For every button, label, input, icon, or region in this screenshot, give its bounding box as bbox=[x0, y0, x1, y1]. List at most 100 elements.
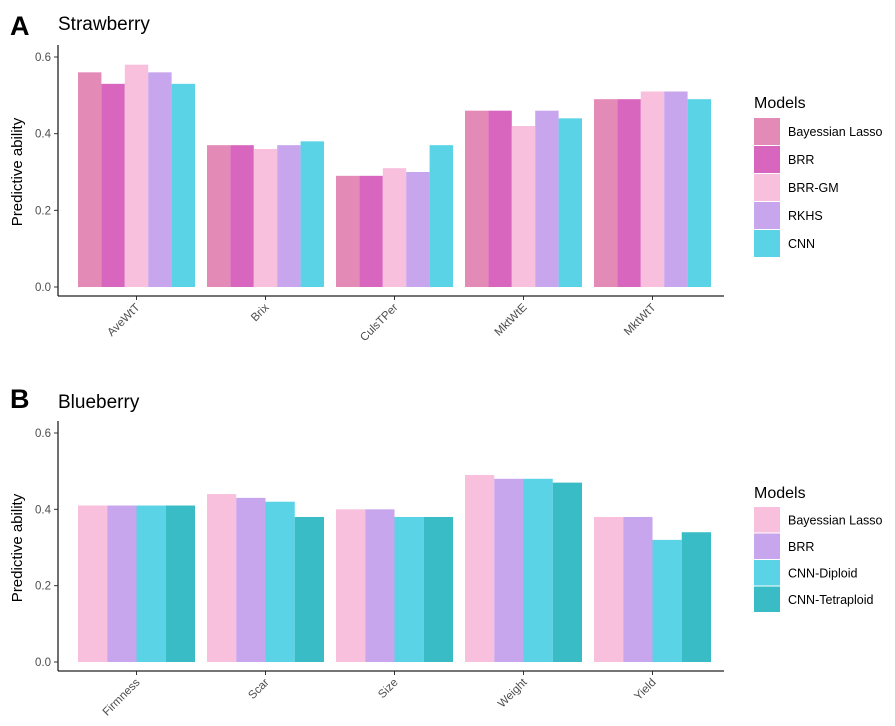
x-tick-label-strawberry-avewtt: AveWtT bbox=[105, 302, 142, 339]
bar-strawberry-mktwte-rkhs bbox=[535, 110, 559, 287]
legend-swatch-strawberry-rkhs bbox=[754, 202, 780, 229]
bars-blueberry bbox=[78, 474, 711, 662]
x-tick-label-strawberry-culstper: CulsTPer bbox=[358, 302, 400, 344]
x-tick-label-blueberry-weight: Weight bbox=[496, 676, 530, 710]
legend-swatch-blueberry-cnn-diploid bbox=[754, 560, 780, 586]
panel-letter-a: A bbox=[10, 11, 30, 41]
bar-strawberry-culstper-cnn bbox=[429, 145, 453, 287]
bar-strawberry-brix-cnn bbox=[300, 141, 324, 287]
legend-label-strawberry-brr: BRR bbox=[788, 153, 814, 167]
x-tick-label-blueberry-yield: Yield bbox=[632, 677, 658, 703]
bar-strawberry-culstper-brr bbox=[359, 175, 383, 287]
bar-blueberry-firmness-bayessian-lasso bbox=[78, 505, 108, 662]
legend-swatch-strawberry-brr-gm bbox=[754, 174, 780, 201]
panel-letter-b: B bbox=[10, 384, 30, 414]
bar-strawberry-brix-brr-gm bbox=[253, 149, 278, 287]
bar-blueberry-weight-bayessian-lasso bbox=[465, 474, 495, 662]
bar-strawberry-avewtt-brr bbox=[101, 83, 125, 287]
bar-blueberry-size-cnn-tetraploid bbox=[423, 516, 453, 662]
x-axis-strawberry: AveWtT Brix CulsTPer MktWtE MktWtT bbox=[58, 295, 724, 344]
y-tick-label-blueberry-0-6: 0.6 bbox=[35, 428, 51, 440]
bar-strawberry-mktwte-bayessian-lasso bbox=[465, 110, 489, 287]
legend-label-blueberry-bayessian-lasso: Bayessian Lasso bbox=[788, 513, 883, 527]
y-axis-label-strawberry: Predictive ability bbox=[9, 117, 26, 226]
legend-label-strawberry-rkhs: RKHS bbox=[788, 209, 823, 223]
legend-label-blueberry-cnn-tetraploid: CNN-Tetraploid bbox=[788, 593, 873, 607]
bar-blueberry-firmness-cnn-diploid bbox=[136, 505, 166, 662]
panel-title-blueberry: Blueberry bbox=[58, 392, 140, 413]
bar-blueberry-size-bayessian-lasso bbox=[336, 509, 366, 662]
legend-label-blueberry-brr: BRR bbox=[788, 540, 814, 554]
y-axis-blueberry: 0.0 0.2 0.4 0.6 bbox=[35, 421, 59, 671]
bar-blueberry-size-cnn-diploid bbox=[394, 516, 424, 662]
x-tick-label-strawberry-mktwtt: MktWtT bbox=[622, 302, 658, 338]
y-tick-label-strawberry-0-4: 0.4 bbox=[35, 129, 52, 141]
x-tick-label-strawberry-brix: Brix bbox=[249, 301, 272, 324]
legend-label-strawberry-brr-gm: BRR-GM bbox=[788, 181, 839, 195]
legend-blueberry: Models Bayessian Lasso BRR CNN-Diploid CNN-… bbox=[754, 485, 883, 612]
bar-blueberry-yield-brr bbox=[623, 516, 653, 662]
bar-strawberry-avewtt-bayessian-lasso bbox=[78, 72, 102, 287]
x-tick-label-strawberry-mktwte: MktWtE bbox=[493, 301, 530, 338]
bar-blueberry-yield-bayessian-lasso bbox=[594, 516, 624, 662]
bar-strawberry-brix-rkhs bbox=[277, 145, 301, 287]
panel-title-strawberry: Strawberry bbox=[58, 14, 150, 35]
legend-swatch-blueberry-cnn-tetraploid bbox=[754, 586, 780, 612]
bar-strawberry-mktwtt-cnn bbox=[687, 99, 711, 287]
bar-blueberry-firmness-cnn-tetraploid bbox=[165, 505, 195, 662]
bar-blueberry-size-brr bbox=[365, 509, 395, 662]
legend-label-blueberry-cnn-diploid: CNN-Diploid bbox=[788, 566, 858, 580]
bar-blueberry-scar-brr bbox=[236, 497, 266, 662]
bar-blueberry-weight-cnn-tetraploid bbox=[552, 482, 582, 662]
y-tick-label-blueberry-0-4: 0.4 bbox=[35, 504, 52, 516]
legend-label-strawberry-cnn: CNN bbox=[788, 237, 815, 251]
bar-blueberry-weight-brr bbox=[494, 478, 524, 662]
x-axis-blueberry: Firmness Scar Size Weight Yield bbox=[58, 670, 724, 719]
bar-strawberry-mktwte-cnn bbox=[558, 118, 582, 287]
bar-strawberry-culstper-brr-gm bbox=[382, 168, 407, 287]
panel-blueberry: B Blueberry Predictive ability 0.0 0.2 0.4… bbox=[9, 384, 883, 719]
legend-swatch-strawberry-bayessian-lasso bbox=[754, 118, 780, 145]
bar-blueberry-weight-cnn-diploid bbox=[523, 478, 553, 662]
bar-blueberry-yield-cnn-diploid bbox=[652, 539, 682, 662]
x-tick-label-blueberry-size: Size bbox=[376, 677, 400, 701]
bar-strawberry-culstper-bayessian-lasso bbox=[336, 175, 360, 287]
y-axis-label-blueberry: Predictive ability bbox=[9, 493, 26, 602]
x-tick-label-blueberry-firmness: Firmness bbox=[101, 676, 143, 718]
bar-strawberry-mktwte-brr-gm bbox=[511, 126, 536, 287]
bar-strawberry-avewtt-brr-gm bbox=[124, 64, 149, 287]
legend-swatch-blueberry-brr bbox=[754, 533, 780, 559]
bar-strawberry-avewtt-rkhs bbox=[148, 72, 172, 287]
legend-title-blueberry: Models bbox=[754, 485, 806, 502]
bar-strawberry-mktwte-brr bbox=[488, 110, 512, 287]
y-tick-label-strawberry-0-2: 0.2 bbox=[35, 205, 51, 217]
bar-strawberry-mktwtt-brr bbox=[617, 99, 641, 287]
bar-strawberry-culstper-rkhs bbox=[406, 172, 430, 287]
legend-swatch-strawberry-cnn bbox=[754, 230, 780, 257]
y-tick-label-blueberry-0-0: 0.0 bbox=[35, 657, 51, 669]
bar-blueberry-scar-cnn-tetraploid bbox=[294, 516, 324, 662]
legend-strawberry: Models Bayessian Lasso BRR BRR-GM RKHS CNN bbox=[754, 95, 883, 257]
legend-swatch-strawberry-brr bbox=[754, 146, 780, 173]
panel-strawberry: A Strawberry Predictive ability 0.00.20.… bbox=[9, 11, 883, 344]
legend-swatch-blueberry-bayessian-lasso bbox=[754, 507, 780, 533]
legend-label-strawberry-bayessian-lasso: Bayessian Lasso bbox=[788, 125, 883, 139]
bar-strawberry-mktwtt-brr-gm bbox=[640, 91, 665, 287]
x-tick-label-blueberry-scar: Scar bbox=[246, 677, 271, 702]
y-tick-label-blueberry-0-2: 0.2 bbox=[35, 581, 51, 593]
bars-strawberry bbox=[78, 64, 711, 287]
bar-blueberry-scar-cnn-diploid bbox=[265, 501, 295, 662]
bar-blueberry-scar-bayessian-lasso bbox=[207, 494, 237, 662]
y-tick-label-strawberry-0-6: 0.6 bbox=[35, 52, 51, 64]
bar-strawberry-brix-bayessian-lasso bbox=[207, 145, 231, 287]
bar-strawberry-avewtt-cnn bbox=[171, 83, 195, 287]
y-axis-strawberry: 0.0 0.2 0.4 0.6 bbox=[35, 45, 59, 296]
legend-title-strawberry: Models bbox=[754, 95, 806, 112]
bar-strawberry-brix-brr bbox=[230, 145, 254, 287]
y-tick-label-strawberry-0-0: 0.0 bbox=[35, 282, 51, 294]
bar-strawberry-mktwtt-bayessian-lasso bbox=[594, 99, 618, 287]
bar-blueberry-yield-cnn-tetraploid bbox=[681, 532, 711, 662]
bar-strawberry-mktwtt-rkhs bbox=[664, 91, 688, 287]
bar-blueberry-firmness-brr bbox=[107, 505, 137, 662]
